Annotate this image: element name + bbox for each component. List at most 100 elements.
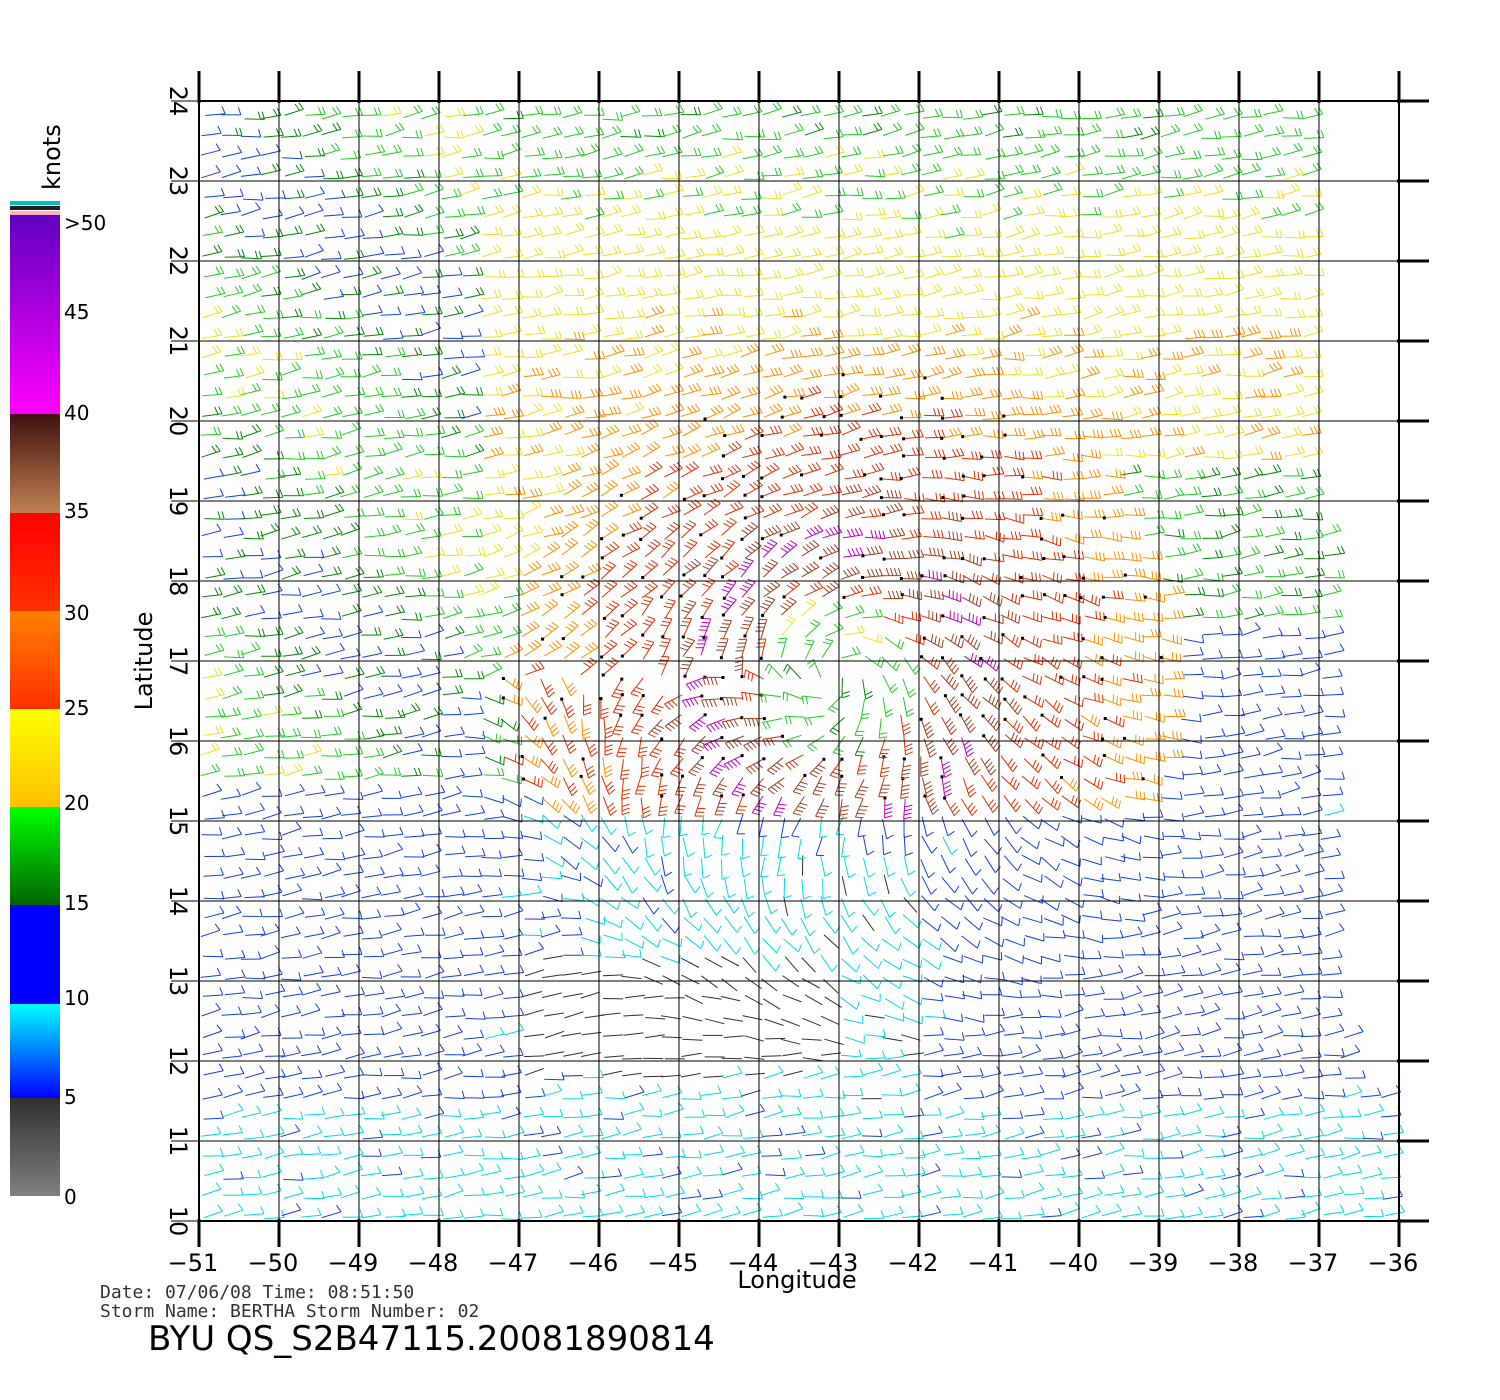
wind-barb [1223, 1030, 1245, 1039]
wind-barb [679, 578, 697, 598]
wind-barb [1044, 1025, 1066, 1038]
wind-barb [522, 226, 543, 239]
wind-barb [401, 249, 422, 260]
wind-barb [861, 227, 883, 239]
lon-tick-label: −41 [968, 1249, 1019, 1277]
wind-barb [1203, 1207, 1224, 1219]
wind-barb [361, 187, 382, 199]
wind-barb [644, 539, 661, 558]
wind-barb [524, 1068, 544, 1076]
wind-barb [222, 685, 243, 700]
wind-barb [901, 1034, 921, 1041]
wind-barb [642, 441, 661, 458]
wind-barb [242, 908, 263, 917]
wind-barb [864, 168, 886, 178]
wind-barb [1004, 1190, 1025, 1199]
wind-barb [801, 445, 822, 456]
wind-barb [782, 324, 802, 340]
wind-barb [760, 482, 781, 499]
wind-barb [942, 168, 963, 180]
wind-barb [745, 1072, 766, 1076]
wind-barb [403, 227, 424, 236]
wind-barb [322, 628, 343, 640]
wind-barb [601, 579, 618, 598]
wind-barb [224, 949, 246, 960]
wind-barb [1041, 306, 1062, 318]
wind-barb [1283, 166, 1304, 180]
wind-barb [482, 226, 503, 236]
wind-barb [681, 382, 702, 396]
wind-barb [322, 384, 343, 398]
wind-barb [921, 816, 934, 837]
wind-barb [601, 836, 620, 853]
lon-tick-label: −46 [568, 1249, 619, 1277]
wind-barb [1104, 148, 1126, 157]
wind-barb [341, 603, 362, 617]
wind-barb [380, 884, 401, 896]
wind-barb [882, 976, 903, 989]
legend-top-stripe [10, 201, 60, 205]
wind-barb [1003, 795, 1021, 812]
wind-barb [382, 942, 403, 956]
wind-barb [1124, 288, 1146, 298]
wind-barb [644, 837, 655, 859]
wind-barb [503, 868, 525, 877]
wind-barb [1260, 407, 1282, 419]
wind-barb [484, 928, 505, 939]
wind-barb [224, 268, 245, 279]
wind-barb [1200, 1002, 1221, 1017]
wind-barb [1321, 583, 1342, 597]
wind-barb [782, 181, 803, 196]
wind-barb [241, 641, 261, 656]
wind-barb [404, 985, 425, 999]
wind-barb [302, 403, 322, 418]
wind-barb [1023, 264, 1044, 278]
wind-barb [776, 855, 786, 877]
wind-barb [862, 122, 883, 136]
wind-barb [942, 365, 962, 379]
wind-barb [1180, 404, 1201, 417]
wind-barb [321, 1042, 342, 1056]
wind-barb [343, 309, 364, 320]
wind-barb [623, 363, 644, 376]
wind-barb [1081, 815, 1102, 824]
wind-barb [960, 674, 978, 694]
wind-barb [484, 830, 505, 839]
wind-barb [822, 309, 844, 318]
wind-barb [630, 677, 644, 697]
wind-barb [1021, 1030, 1043, 1039]
wind-barb [844, 624, 865, 636]
wind-barb [1183, 985, 1204, 998]
wind-barb [701, 1085, 722, 1096]
wind-barb [762, 247, 784, 260]
wind-barb [462, 387, 484, 396]
wind-barb [1043, 1129, 1065, 1139]
wind-barb [1340, 1044, 1361, 1059]
wind-barb [763, 580, 781, 598]
wind-barb [664, 694, 683, 711]
wind-barb [1263, 103, 1284, 116]
wind-barb [401, 944, 422, 956]
wind-barb [503, 1007, 525, 1018]
wind-barb [700, 228, 722, 240]
wind-barb [202, 386, 223, 397]
wind-barb [905, 122, 925, 136]
wind-barb [1203, 572, 1224, 582]
wind-barb [525, 1088, 546, 1099]
wind-barb [521, 927, 543, 937]
wind-barb [921, 511, 942, 520]
wind-barb [521, 872, 543, 881]
wind-barb [600, 500, 619, 517]
wind-barb [200, 143, 221, 156]
wind-barb [501, 1084, 522, 1097]
wind-barb [464, 562, 484, 577]
wind-barb [581, 1183, 602, 1196]
wind-barb [841, 958, 861, 973]
wind-barb [801, 879, 811, 900]
wind-barb [241, 1186, 263, 1196]
wind-barb [402, 427, 424, 437]
wind-barb [401, 1107, 422, 1120]
wind-barb [637, 736, 648, 758]
wind-barb [703, 1203, 723, 1217]
wind-barb [503, 110, 524, 120]
